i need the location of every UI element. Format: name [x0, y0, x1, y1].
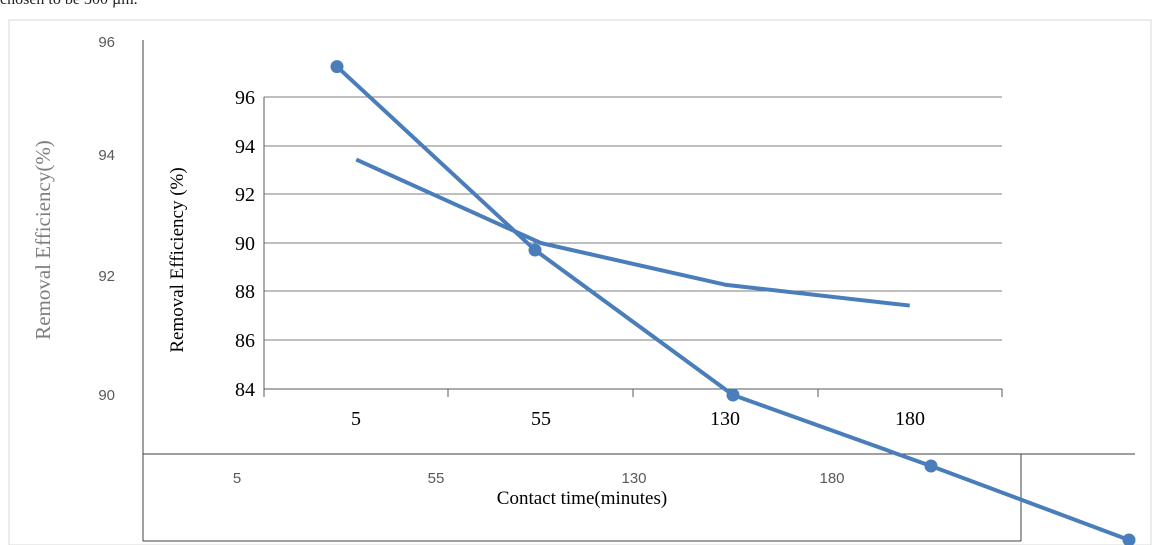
- inner-y-tick-label: 94: [235, 136, 255, 158]
- series-marks: [330, 60, 1136, 545]
- outer-chart-frame: [8, 19, 1152, 545]
- inner-x-ticks: [263, 389, 1003, 397]
- inner-y-tick-label: 84: [235, 379, 255, 401]
- outer-y-tick-label: 96: [98, 34, 115, 51]
- inner-x-tick-label: 130: [710, 408, 740, 430]
- inner-y-tick-label: 96: [235, 87, 255, 109]
- inner-y-tick-label: 88: [235, 281, 255, 303]
- inner-x-axis-label: Contact time(minutes): [497, 488, 667, 509]
- inner-x-tick-label: 5: [351, 408, 361, 430]
- outer-y-tick-label: 92: [98, 268, 115, 285]
- outer-data-point: [528, 243, 542, 257]
- outer-data-point: [726, 388, 740, 402]
- outer-series-line: [335, 65, 1130, 542]
- outer-x-tick-label: 55: [428, 470, 445, 487]
- outer-data-point: [924, 459, 938, 473]
- inner-y-tick-label: 86: [235, 330, 255, 352]
- outer-x-tick-label: 5: [233, 470, 241, 487]
- outer-data-point: [330, 60, 344, 74]
- outer-x-tick-label: 130: [621, 470, 646, 487]
- inner-y-axis-label: Removal Efficiency (%): [167, 167, 188, 352]
- inner-series-line: [355, 157, 910, 308]
- inner-y-tick-label: 92: [235, 184, 255, 206]
- inner-y-tick-label: 90: [235, 233, 255, 255]
- inner-x-tick-label: 55: [531, 408, 551, 430]
- outer-data-point: [1122, 533, 1136, 545]
- top-caption: chosen to be 300 µm.: [0, 0, 138, 9]
- inner-gridlines: [264, 96, 1002, 341]
- outer-y-tick-label: 90: [98, 387, 115, 404]
- outer-y-axis-label: Removal Efficiency(%): [31, 140, 55, 340]
- outer-x-tick-label: 180: [819, 470, 844, 487]
- outer-y-tick-label: 94: [98, 147, 115, 164]
- inner-x-tick-label: 180: [895, 408, 925, 430]
